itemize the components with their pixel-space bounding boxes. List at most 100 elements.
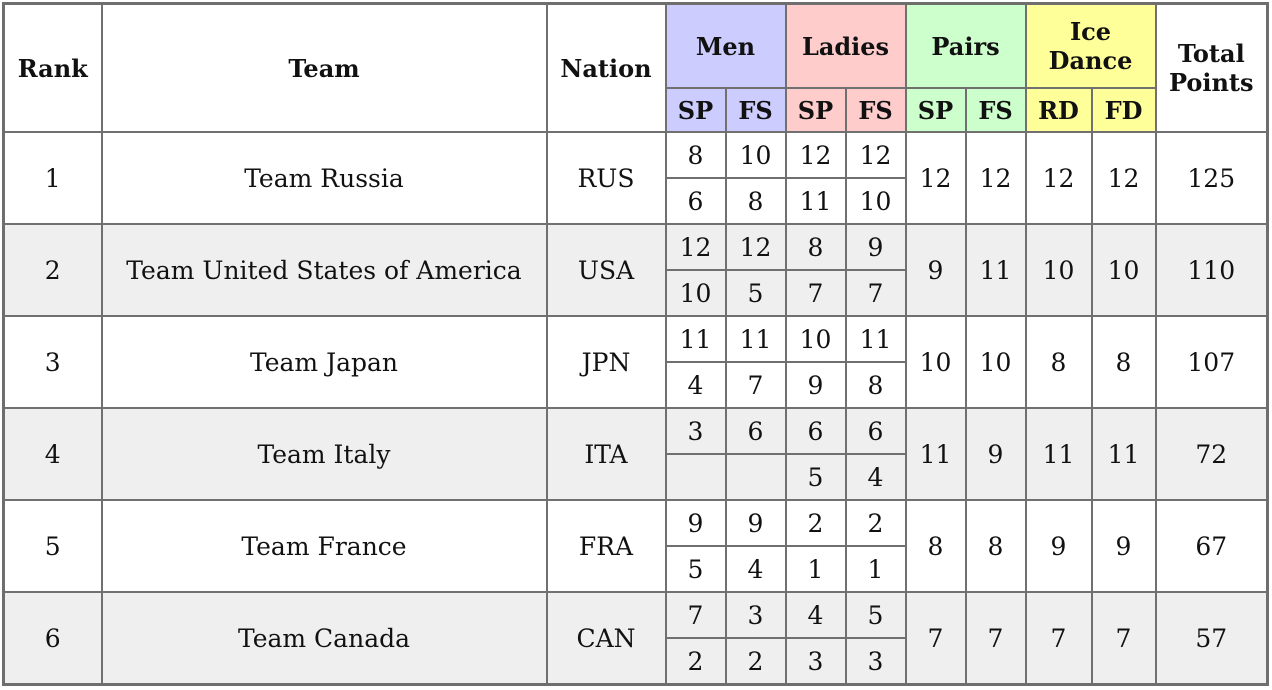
ladies-sp-cell: 12 [784, 131, 847, 179]
ladies-fs-cell: 7 [844, 269, 907, 317]
pairs-sp-cell: 12 [904, 131, 967, 225]
ladies-fs-cell: 11 [844, 315, 907, 363]
header-rank: Rank [2, 2, 103, 133]
ladies-sp-cell: 7 [784, 269, 847, 317]
total-points-cell: 125 [1154, 131, 1269, 225]
pairs-fs-cell: 8 [964, 499, 1027, 593]
men-fs-cell: 9 [724, 499, 787, 547]
pairs-sp-cell: 10 [904, 315, 967, 409]
pairs-sp-cell: 11 [904, 407, 967, 501]
rank-cell: 4 [2, 407, 103, 501]
rank-cell: 2 [2, 223, 103, 317]
nation-cell: USA [545, 223, 667, 317]
header-ice-dance: Ice Dance [1024, 2, 1157, 89]
header-men-sp: SP [664, 87, 727, 133]
rank-cell: 6 [2, 591, 103, 686]
table-row: 6 Team Canada CAN 7 3 4 5 7 7 7 7 57 [2, 591, 1269, 686]
total-points-cell: 107 [1154, 315, 1269, 409]
men-sp-cell: 4 [664, 361, 727, 409]
pairs-fs-cell: 7 [964, 591, 1027, 686]
ladies-sp-cell: 8 [784, 223, 847, 271]
total-points-cell: 57 [1154, 591, 1269, 686]
team-cell: Team United States of America [100, 223, 548, 317]
total-points-cell: 67 [1154, 499, 1269, 593]
nation-cell: CAN [545, 591, 667, 686]
men-sp-cell: 11 [664, 315, 727, 363]
header-pairs-sp: SP [904, 87, 967, 133]
header-total-points: Total Points [1154, 2, 1269, 133]
ladies-fs-cell: 10 [844, 177, 907, 225]
ice-rd-cell: 7 [1024, 591, 1093, 686]
ice-fd-cell: 11 [1090, 407, 1157, 501]
men-fs-cell: 7 [724, 361, 787, 409]
ice-rd-cell: 10 [1024, 223, 1093, 317]
men-fs-cell: 5 [724, 269, 787, 317]
men-fs-cell: 12 [724, 223, 787, 271]
nation-cell: FRA [545, 499, 667, 593]
men-sp-cell: 9 [664, 499, 727, 547]
rank-cell: 5 [2, 499, 103, 593]
ice-rd-cell: 12 [1024, 131, 1093, 225]
ladies-fs-cell: 9 [844, 223, 907, 271]
team-cell: Team Japan [100, 315, 548, 409]
ladies-fs-cell: 12 [844, 131, 907, 179]
ladies-fs-cell: 1 [844, 545, 907, 593]
men-fs-cell: 3 [724, 591, 787, 639]
table-row: 5 Team France FRA 9 9 2 2 8 8 9 9 67 [2, 499, 1269, 593]
men-fs-cell: 10 [724, 131, 787, 179]
ladies-fs-cell: 6 [844, 407, 907, 455]
pairs-fs-cell: 9 [964, 407, 1027, 501]
men-sp-cell: 6 [664, 177, 727, 225]
men-fs-cell: 8 [724, 177, 787, 225]
ladies-fs-cell: 3 [844, 637, 907, 686]
ice-fd-cell: 9 [1090, 499, 1157, 593]
ladies-sp-cell: 5 [784, 453, 847, 501]
men-fs-cell [724, 453, 787, 501]
ladies-sp-cell: 11 [784, 177, 847, 225]
header-ice-fd: FD [1090, 87, 1157, 133]
header-pairs-fs: FS [964, 87, 1027, 133]
total-points-cell: 72 [1154, 407, 1269, 501]
nation-cell: ITA [545, 407, 667, 501]
men-fs-cell: 4 [724, 545, 787, 593]
table-row: 4 Team Italy ITA 3 6 6 6 11 9 11 11 72 [2, 407, 1269, 501]
table-row: 1 Team Russia RUS 8 10 12 12 12 12 12 12 125 [2, 131, 1269, 225]
ladies-sp-cell: 2 [784, 499, 847, 547]
pairs-fs-cell: 12 [964, 131, 1027, 225]
men-sp-cell: 10 [664, 269, 727, 317]
team-cell: Team Italy [100, 407, 548, 501]
ladies-fs-cell: 8 [844, 361, 907, 409]
team-cell: Team France [100, 499, 548, 593]
pairs-sp-cell: 8 [904, 499, 967, 593]
header-team: Team [100, 2, 548, 133]
team-cell: Team Canada [100, 591, 548, 686]
men-sp-cell: 8 [664, 131, 727, 179]
ladies-fs-cell: 5 [844, 591, 907, 639]
pairs-fs-cell: 10 [964, 315, 1027, 409]
ladies-sp-cell: 1 [784, 545, 847, 593]
ladies-sp-cell: 6 [784, 407, 847, 455]
men-sp-cell: 2 [664, 637, 727, 686]
men-sp-cell: 5 [664, 545, 727, 593]
ladies-fs-cell: 2 [844, 499, 907, 547]
men-sp-cell: 3 [664, 407, 727, 455]
header-ice-rd: RD [1024, 87, 1093, 133]
pairs-fs-cell: 11 [964, 223, 1027, 317]
header-ladies-fs: FS [844, 87, 907, 133]
ice-fd-cell: 8 [1090, 315, 1157, 409]
table-row-second-line: 10 5 7 7 [4, 269, 1268, 317]
header-ladies-sp: SP [784, 87, 847, 133]
table-row-second-line: 6 8 11 10 [4, 177, 1268, 225]
men-fs-cell: 2 [724, 637, 787, 686]
ladies-sp-cell: 3 [784, 637, 847, 686]
ladies-fs-cell: 4 [844, 453, 907, 501]
men-sp-cell: 12 [664, 223, 727, 271]
ladies-sp-cell: 4 [784, 591, 847, 639]
table-row: 2 Team United States of America USA 12 12 8 9 9… [2, 223, 1269, 317]
men-fs-cell: 11 [724, 315, 787, 363]
rank-cell: 1 [2, 131, 103, 225]
table-row: 3 Team Japan JPN 11 11 10 11 10 10 8 8 107 [2, 315, 1269, 409]
header-men-fs: FS [724, 87, 787, 133]
